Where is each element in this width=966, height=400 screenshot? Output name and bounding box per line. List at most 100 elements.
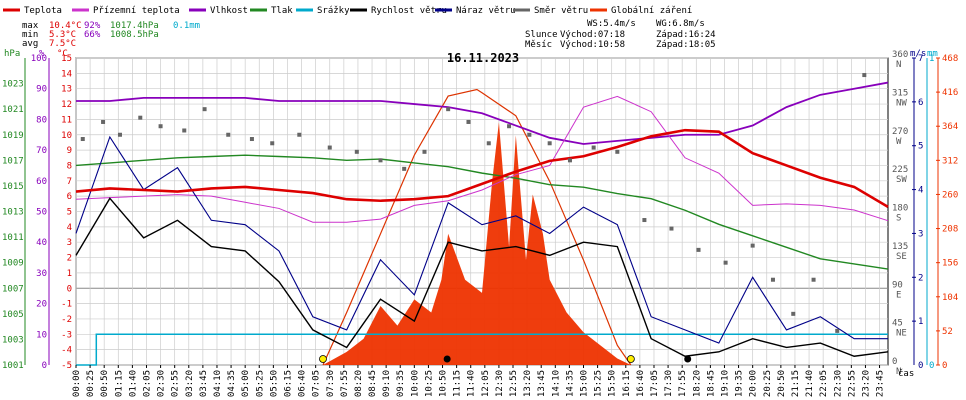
pressure-tick: 1015 — [2, 182, 24, 192]
direction-label: E — [896, 290, 901, 300]
humidity-unit: % — [39, 49, 45, 59]
humidity-tick: 80 — [36, 115, 47, 125]
x-tick-label: 09:10 — [382, 370, 392, 397]
pressure-unit: hPa — [4, 49, 20, 59]
stat-temp: 5.3°C — [49, 30, 76, 40]
series-radiation-area — [322, 122, 631, 366]
radiation-tick: 52 — [942, 327, 953, 337]
x-axis: 00:00 00:25 00:50 01:15 01:40 02:05 02:30 02:55… — [72, 365, 886, 397]
pressure-tick: 1007 — [2, 284, 24, 294]
legend-label: Vlhkost — [210, 6, 248, 16]
x-tick-label: 06:15 — [283, 370, 293, 397]
humidity-tick: 0 — [42, 361, 47, 371]
temperature-tick: 10 — [61, 131, 72, 141]
direction-label: S — [896, 214, 901, 224]
pressure-tick: 1023 — [2, 80, 24, 90]
direction-tick: 45 — [892, 319, 903, 329]
moon-label: Měsíc — [525, 40, 552, 50]
x-tick-label: 08:45 — [368, 370, 378, 397]
pressure-tick: 1003 — [2, 335, 24, 345]
temperature-tick: -4 — [61, 346, 72, 356]
x-tick-label: 19:35 — [735, 370, 745, 397]
wind-direction-point — [811, 277, 816, 282]
direction-tick: 225 — [892, 165, 908, 175]
humidity-tick: 30 — [36, 269, 47, 279]
wind-speed-info: WS:5.4m/s — [587, 19, 636, 29]
legend-label: Srážky — [317, 6, 350, 16]
pressure-tick: 1009 — [2, 259, 24, 269]
legend-label: Přízemní teplota — [93, 6, 180, 16]
moonrise-info: Východ:10:58 — [560, 40, 625, 50]
x-tick-label: 15:25 — [594, 370, 604, 397]
wind-unit: m/s — [910, 49, 926, 59]
x-tick-label: 13:45 — [537, 370, 547, 397]
wind-tick: 1 — [918, 317, 923, 327]
wind-direction-point — [117, 132, 122, 137]
x-tick-label: 03:45 — [199, 370, 209, 397]
temperature-tick: -2 — [61, 315, 72, 325]
wind-direction-point — [615, 149, 620, 154]
wind-direction-point — [507, 124, 512, 129]
stat-label: avg — [22, 39, 38, 49]
radiation-tick: 260 — [942, 190, 958, 200]
radiation-tick: 468 — [942, 54, 958, 64]
humidity-tick: 20 — [36, 300, 47, 310]
legend-label: Náraz větru — [456, 6, 516, 16]
wind-tick: 2 — [918, 273, 923, 283]
x-tick-label: 22:05 — [819, 370, 829, 397]
sunset-info: Západ:16:24 — [656, 30, 716, 40]
x-tick-label: 15:50 — [608, 370, 618, 397]
direction-tick: 0 — [892, 357, 897, 367]
stat-humidity: 66% — [84, 30, 101, 40]
humidity-tick: 70 — [36, 146, 47, 156]
wind-tick: 3 — [918, 229, 923, 239]
x-tick-label: 22:55 — [847, 370, 857, 397]
radiation-tick: 312 — [942, 156, 958, 166]
x-tick-label: 02:55 — [171, 370, 181, 397]
sunrise-info: Východ:07:18 — [560, 30, 625, 40]
direction-label: NW — [896, 98, 907, 108]
temperature-tick: -3 — [61, 330, 72, 340]
direction-tick: 135 — [892, 242, 908, 252]
wind-direction-point — [862, 73, 867, 78]
legend-label: Tlak — [271, 6, 293, 16]
wind-direction-point — [446, 107, 451, 112]
x-tick-label: 05:25 — [255, 370, 265, 397]
radiation-tick: 104 — [942, 293, 958, 303]
wind-direction-point — [527, 132, 532, 137]
legend: Teplota Přízemní teplota Vlhkost Tlak Srážky… — [3, 6, 692, 16]
wind-direction-point — [547, 141, 552, 146]
x-tick-label: 12:05 — [481, 370, 491, 397]
stat-label: min — [22, 30, 38, 40]
wind-direction-point — [466, 119, 471, 124]
x-tick-label: 16:40 — [636, 370, 646, 397]
wind-direction-point — [402, 166, 407, 171]
pressure-tick: 1021 — [2, 105, 24, 115]
temperature-tick: 4 — [67, 223, 72, 233]
stat-temp: 10.4°C — [49, 21, 82, 31]
x-tick-label: 02:05 — [142, 370, 152, 397]
x-tick-label: 22:30 — [833, 370, 843, 397]
direction-tick: 90 — [892, 280, 903, 290]
x-tick-label: 07:05 — [312, 370, 322, 397]
wind-direction-point — [835, 328, 840, 333]
direction-label: SE — [896, 252, 907, 262]
wind-direction-point — [354, 149, 359, 154]
x-tick-label: 03:20 — [185, 370, 195, 397]
rain-tick: 0 — [929, 361, 934, 371]
x-tick-label: 00:25 — [86, 370, 96, 397]
stat-temp: 7.5°C — [49, 39, 76, 49]
direction-tick: 360 — [892, 50, 908, 60]
temperature-tick: 7 — [67, 177, 72, 187]
x-tick-label: 17:05 — [650, 370, 660, 397]
wind-direction-point — [696, 247, 701, 252]
x-tick-label: 14:10 — [551, 370, 561, 397]
pressure-tick: 1017 — [2, 156, 24, 166]
x-tick-label: 12:55 — [509, 370, 519, 397]
x-tick-label: 16:15 — [622, 370, 632, 397]
wind-gust-info: WG:6.8m/s — [656, 19, 705, 29]
x-tick-label: 11:40 — [467, 370, 477, 397]
x-tick-label: 20:00 — [749, 370, 759, 397]
temperature-tick: 14 — [61, 69, 72, 79]
x-tick-label: 20:50 — [777, 370, 787, 397]
